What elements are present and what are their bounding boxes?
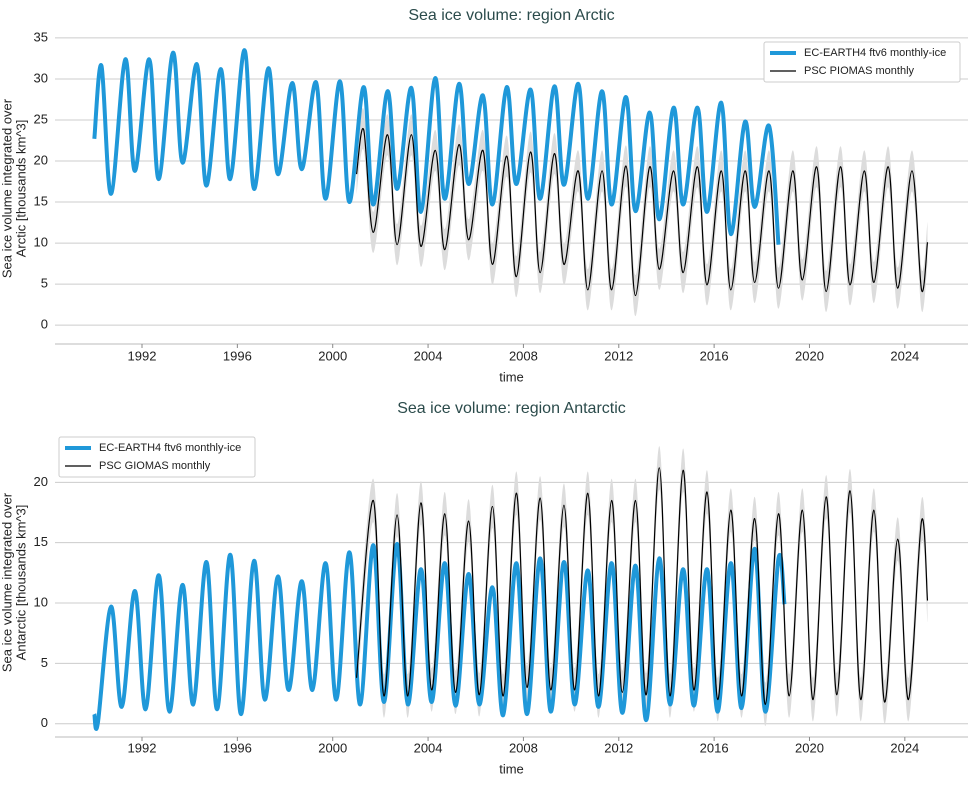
x-tick-label: 1992 (128, 348, 157, 363)
y-tick-label: 0 (41, 317, 48, 332)
chart-title: Sea ice volume: region Arctic (408, 7, 614, 24)
data-line (92, 541, 787, 731)
chart-title: Sea ice volume: region Antarctic (397, 400, 626, 417)
y-axis-label: Sea ice volume integrated over (0, 98, 14, 278)
x-tick-label: 2008 (509, 740, 538, 755)
x-axis-label: time (499, 369, 524, 384)
y-tick-label: 15 (34, 534, 48, 549)
x-tick-label: 2012 (604, 348, 633, 363)
x-tick-label: 2024 (890, 348, 919, 363)
x-tick-label: 2016 (700, 740, 729, 755)
subplot: Sea ice volume: region Antarctic time Sea … (0, 400, 968, 776)
y-tick-label: 0 (41, 715, 48, 730)
legend-box (58, 436, 256, 478)
x-tick-label: 2000 (318, 348, 347, 363)
x-tick-label: 2000 (318, 740, 347, 755)
x-tick-label: 1992 (128, 740, 157, 755)
x-tick-label: 2012 (604, 740, 633, 755)
x-tick-label: 1996 (223, 348, 252, 363)
x-tick-label: 2004 (414, 740, 443, 755)
y-tick-label: 10 (34, 235, 48, 250)
x-tick-label: 2016 (700, 348, 729, 363)
legend-label: EC-EARTH4 ftv6 monthly-ice (804, 47, 946, 59)
data-line (355, 127, 929, 297)
y-tick-label: 25 (34, 111, 48, 126)
y-tick-label: 20 (34, 474, 48, 489)
legend-box (763, 41, 961, 83)
x-axis-label: time (499, 761, 524, 776)
legend-label: EC-EARTH4 ftv6 monthly-ice (99, 442, 241, 454)
y-tick-label: 35 (34, 29, 48, 44)
data-line (355, 467, 929, 706)
legend-label: PSC PIOMAS monthly (804, 65, 915, 77)
x-tick-label: 2024 (890, 740, 919, 755)
y-tick-label: 30 (34, 70, 48, 85)
subplot: Sea ice volume: region Arctic time Sea ice… (0, 7, 968, 384)
y-tick-label: 5 (41, 276, 48, 291)
y-tick-label: 5 (41, 655, 48, 670)
y-axis-label: Antarctic [thousands km^3] (13, 505, 28, 661)
x-tick-label: 2008 (509, 348, 538, 363)
x-tick-label: 1996 (223, 740, 252, 755)
y-tick-label: 10 (34, 594, 48, 609)
data-line (92, 48, 781, 245)
x-tick-label: 2020 (795, 740, 824, 755)
y-axis-label: Sea ice volume integrated over (0, 492, 14, 672)
legend-label: PSC GIOMAS monthly (99, 460, 211, 472)
uncertainty-band (356, 107, 928, 317)
x-tick-label: 2020 (795, 348, 824, 363)
y-axis-label: Arctic [thousands km^3] (13, 120, 28, 258)
y-tick-label: 20 (34, 152, 48, 167)
y-tick-label: 15 (34, 193, 48, 208)
x-tick-label: 2004 (414, 348, 443, 363)
